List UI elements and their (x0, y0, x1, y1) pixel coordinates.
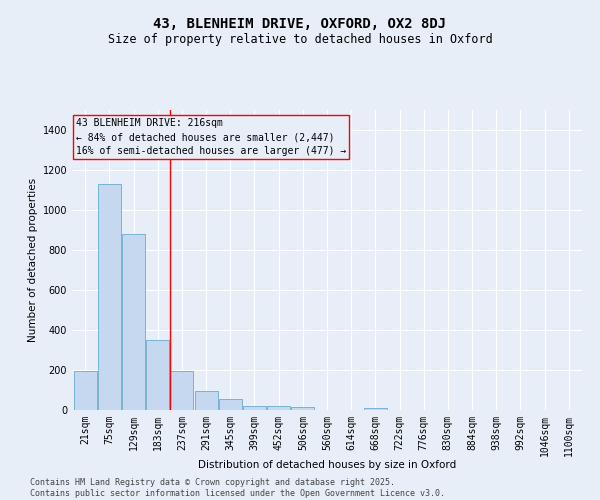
Bar (243, 406, 266, 410)
Bar (98, 184, 121, 410)
Bar (292, 407, 314, 410)
Bar (219, 398, 242, 410)
Text: 43, BLENHEIM DRIVE, OXFORD, OX2 8DJ: 43, BLENHEIM DRIVE, OXFORD, OX2 8DJ (154, 18, 446, 32)
Y-axis label: Number of detached properties: Number of detached properties (28, 178, 38, 342)
Bar (122, 234, 145, 410)
X-axis label: Distribution of detached houses by size in Oxford: Distribution of detached houses by size … (198, 460, 456, 470)
Text: Contains HM Land Registry data © Crown copyright and database right 2025.
Contai: Contains HM Land Registry data © Crown c… (30, 478, 445, 498)
Bar (364, 408, 387, 410)
Bar (74, 372, 97, 410)
Bar (267, 406, 290, 410)
Bar (194, 392, 218, 410)
Text: Size of property relative to detached houses in Oxford: Size of property relative to detached ho… (107, 32, 493, 46)
Text: 43 BLENHEIM DRIVE: 216sqm
← 84% of detached houses are smaller (2,447)
16% of se: 43 BLENHEIM DRIVE: 216sqm ← 84% of detac… (76, 118, 346, 156)
Bar (146, 340, 169, 410)
Bar (170, 370, 193, 410)
